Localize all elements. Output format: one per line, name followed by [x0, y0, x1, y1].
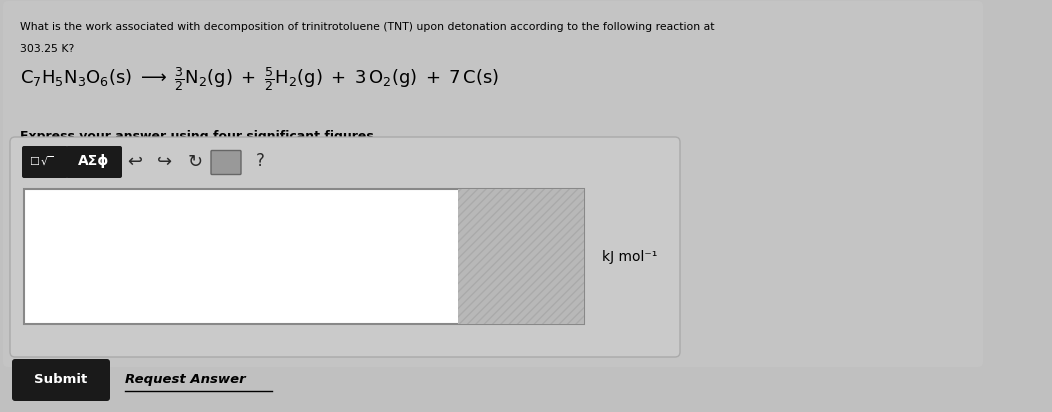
Text: 303.25 K?: 303.25 K? — [20, 44, 75, 54]
Text: $\sqrt{\,}$: $\sqrt{\,}$ — [40, 155, 54, 168]
Text: ?: ? — [256, 152, 264, 171]
Text: ↻: ↻ — [187, 152, 203, 171]
Text: What is the work associated with decomposition of trinitrotoluene (TNT) upon det: What is the work associated with decompo… — [20, 22, 714, 32]
Text: kJ mol⁻¹: kJ mol⁻¹ — [602, 250, 658, 264]
Bar — [458, 189, 584, 324]
Text: Request Answer: Request Answer — [125, 373, 245, 386]
FancyBboxPatch shape — [211, 150, 241, 175]
Text: Express your answer using four significant figures.: Express your answer using four significa… — [20, 130, 379, 143]
Bar — [24, 189, 584, 324]
Text: ☐: ☐ — [29, 157, 39, 166]
Text: AΣϕ: AΣϕ — [79, 154, 109, 169]
Text: $\mathsf{C_7H_5N_3O_6(s)}$$\;\longrightarrow\;$$\mathsf{\frac{3}{2}N_2(g)}$$\mat: $\mathsf{C_7H_5N_3O_6(s)}$$\;\longrighta… — [20, 65, 500, 93]
FancyBboxPatch shape — [22, 146, 68, 178]
Text: Submit: Submit — [35, 373, 87, 386]
FancyBboxPatch shape — [66, 146, 122, 178]
FancyBboxPatch shape — [3, 1, 983, 367]
FancyBboxPatch shape — [12, 359, 110, 401]
Text: ↩: ↩ — [127, 152, 143, 171]
FancyBboxPatch shape — [11, 137, 680, 357]
Text: ↪: ↪ — [158, 152, 173, 171]
